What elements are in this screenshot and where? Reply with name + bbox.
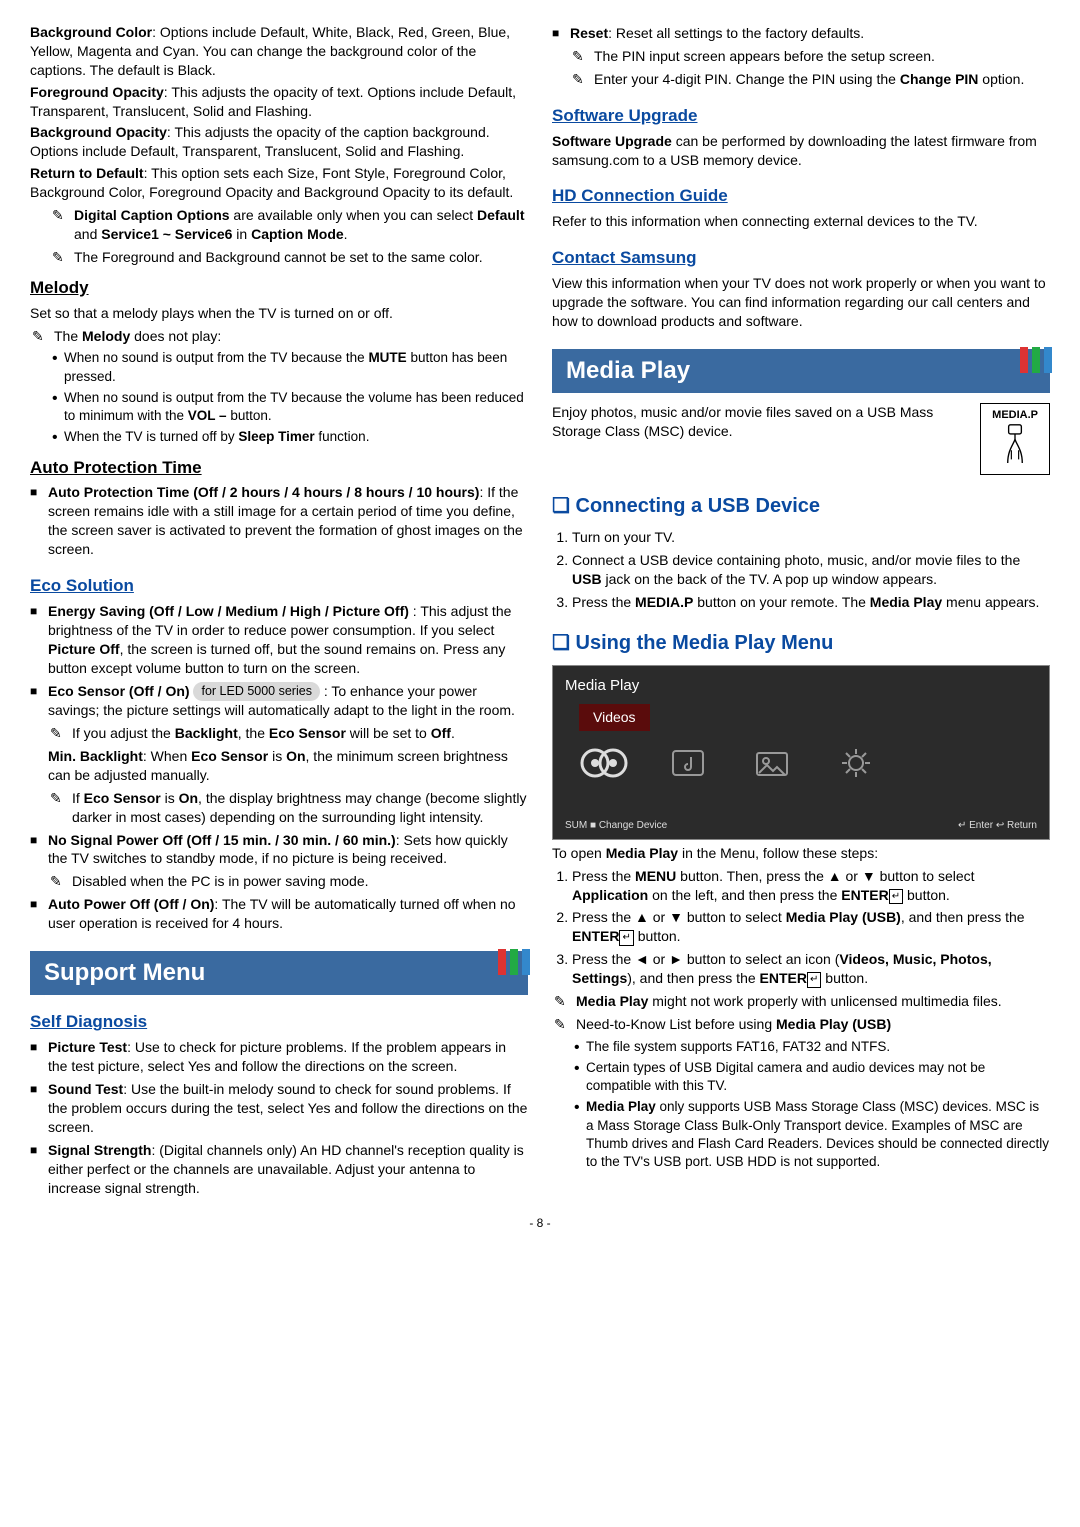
banner-stripes-icon [498, 949, 530, 975]
pin-input-note: The PIN input screen appears before the … [570, 47, 1050, 66]
eco-solution-heading: Eco Solution [30, 575, 528, 598]
auto-protection-heading: Auto Protection Time [30, 457, 528, 480]
hd-connection-text: Refer to this information when connectin… [552, 212, 1050, 231]
page-number: - 8 - [30, 1215, 1050, 1231]
melody-bullet-mute: When no sound is output from the TV beca… [50, 349, 528, 385]
picture-test-item: Picture Test: Use to check for picture p… [30, 1038, 528, 1076]
reset-item: Reset: Reset all settings to the factory… [552, 24, 1050, 89]
use-step-3: Press the ◄ or ► button to select an ico… [572, 950, 1050, 988]
pc-power-saving-note: Disabled when the PC is in power saving … [48, 872, 528, 891]
contact-samsung-heading: Contact Samsung [552, 247, 1050, 270]
backlight-note: If you adjust the Backlight, the Eco Sen… [48, 724, 528, 743]
software-upgrade-heading: Software Upgrade [552, 105, 1050, 128]
settings-icon [831, 741, 881, 790]
support-menu-banner: Support Menu [30, 951, 528, 995]
use-step-2: Press the ▲ or ▼ button to select Media … [572, 908, 1050, 946]
conn-step-2: Connect a USB device containing photo, m… [572, 551, 1050, 589]
return-default-para: Return to Default: This option sets each… [30, 164, 528, 202]
software-upgrade-text: Software Upgrade can be performed by dow… [552, 132, 1050, 170]
unlicensed-note: Media Play might not work properly with … [552, 992, 1050, 1011]
using-media-play-heading: Using the Media Play Menu [552, 630, 1050, 657]
enter-icon: ↵ [619, 930, 633, 946]
media-p-button-icon: MEDIA.P [980, 403, 1050, 475]
auto-power-off-item: Auto Power Off (Off / On): The TV will b… [30, 895, 528, 933]
right-column: Reset: Reset all settings to the factory… [552, 20, 1050, 1201]
photos-icon [747, 741, 797, 790]
signal-strength-item: Signal Strength: (Digital channels only)… [30, 1141, 528, 1198]
hd-connection-heading: HD Connection Guide [552, 185, 1050, 208]
melody-bullet-vol: When no sound is output from the TV beca… [50, 389, 528, 425]
change-pin-note: Enter your 4-digit PIN. Change the PIN u… [570, 70, 1050, 89]
enter-icon: ↵ [807, 972, 821, 988]
ntk-bullet-fs: The file system supports FAT16, FAT32 an… [572, 1038, 1050, 1056]
music-icon [663, 741, 713, 790]
sound-test-item: Sound Test: Use the built-in melody soun… [30, 1080, 528, 1137]
page-content: Background Color: Options include Defaul… [30, 20, 1050, 1201]
media-play-banner: Media Play [552, 349, 1050, 393]
media-play-screenshot: Media Play Videos SUM ■ Change Device ↵ [552, 665, 1050, 840]
eco-sensor-dark-note: If Eco Sensor is On, the display brightn… [48, 789, 528, 827]
use-step-1: Press the MENU button. Then, press the ▲… [572, 867, 1050, 905]
left-column: Background Color: Options include Defaul… [30, 20, 528, 1201]
ntk-bullet-compat: Certain types of USB Digital camera and … [572, 1059, 1050, 1095]
mp-videos-tab: Videos [579, 704, 650, 731]
melody-not-play-note: The Melody does not play: [30, 327, 528, 346]
melody-bullet-sleep: When the TV is turned off by Sleep Timer… [50, 428, 528, 446]
eco-sensor-item: Eco Sensor (Off / On) for LED 5000 serie… [30, 682, 528, 827]
bg-color-para: Background Color: Options include Defaul… [30, 23, 528, 80]
connecting-usb-heading: Connecting a USB Device [552, 493, 1050, 520]
bg-opacity-para: Background Opacity: This adjusts the opa… [30, 123, 528, 161]
digital-caption-note: Digital Caption Options are available on… [50, 206, 528, 244]
led-5000-pill: for LED 5000 series [193, 682, 319, 701]
fg-bg-color-note: The Foreground and Background cannot be … [50, 248, 528, 267]
no-signal-item: No Signal Power Off (Off / 15 min. / 30 … [30, 831, 528, 892]
mp-footer-right: ↵ Enter ↩ Return [958, 819, 1037, 833]
melody-intro: Set so that a melody plays when the TV i… [30, 304, 528, 323]
auto-protection-item: Auto Protection Time (Off / 2 hours / 4 … [30, 483, 528, 559]
min-backlight-para: Min. Backlight: When Eco Sensor is On, t… [48, 747, 528, 785]
energy-saving-item: Energy Saving (Off / Low / Medium / High… [30, 602, 528, 678]
mp-window-title: Media Play [565, 676, 1037, 696]
need-to-know-note: Need-to-Know List before using Media Pla… [552, 1015, 1050, 1034]
melody-heading: Melody [30, 277, 528, 300]
self-diagnosis-heading: Self Diagnosis [30, 1011, 528, 1034]
contact-samsung-text: View this information when your TV does … [552, 274, 1050, 331]
conn-step-1: Turn on your TV. [572, 528, 1050, 547]
banner-stripes-icon [1020, 347, 1052, 373]
media-play-intro: Enjoy photos, music and/or movie files s… [552, 403, 1050, 441]
mp-footer-left: SUM ■ Change Device [565, 819, 667, 833]
ntk-bullet-msc: Media Play only supports USB Mass Storag… [572, 1098, 1050, 1171]
open-media-play-text: To open Media Play in the Menu, follow t… [552, 844, 1050, 863]
videos-icon [579, 741, 629, 790]
fg-opacity-para: Foreground Opacity: This adjusts the opa… [30, 83, 528, 121]
enter-icon: ↵ [889, 889, 903, 905]
conn-step-3: Press the MEDIA.P button on your remote.… [572, 593, 1050, 612]
